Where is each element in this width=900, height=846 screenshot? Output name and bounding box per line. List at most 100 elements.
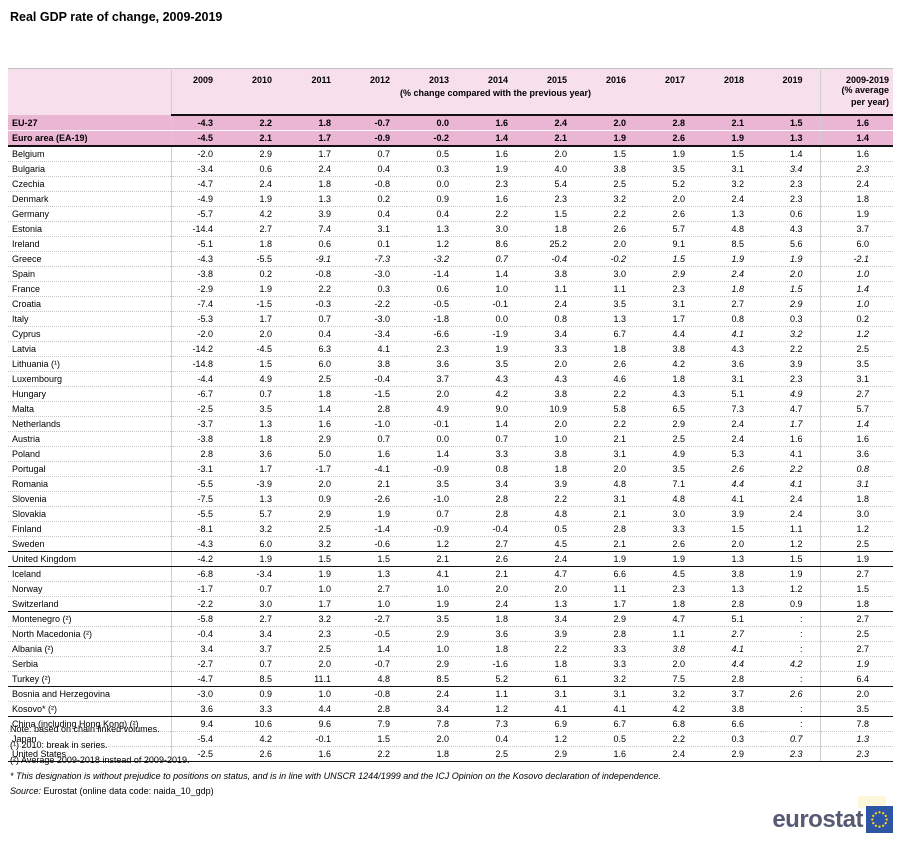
value-cell: 1.1 [584,581,643,597]
value-cell: 3.1 [702,371,761,387]
value-cell: 1.8 [466,611,525,627]
value-cell: 3.8 [525,386,584,402]
value-cell: 0.9 [761,596,820,612]
value-cell: 2.2 [584,416,643,432]
value-cell: 0.2 [348,191,407,207]
value-cell: 8.5 [230,671,289,687]
value-cell: 4.1 [702,491,761,507]
value-cell: 3.8 [525,266,584,282]
value-cell: 2.1 [584,506,643,522]
value-cell: 2.8 [170,446,230,462]
value-cell: 2.7 [819,386,893,402]
value-cell: 0.7 [289,311,348,327]
value-cell: -2.1 [819,251,893,267]
value-cell: -8.1 [170,521,230,537]
value-cell: 1.4 [819,281,893,297]
value-cell: 3.8 [348,356,407,372]
value-cell: 2.7 [819,641,893,657]
table-row: Netherlands -3.7 1.3 1.6 -1.0 -0.1 1.4 2.0 2.2 2.… [8,416,893,432]
table-row: Croatia -7.4 -1.5 -0.3 -2.2 -0.5 -0.1 2.4 3.5 3.1… [8,296,893,312]
value-cell: -0.8 [348,686,407,702]
value-cell: 1.8 [584,341,643,357]
value-cell: 4.2 [761,656,820,672]
value-cell: 6.3 [289,341,348,357]
row-label: Romania [8,476,171,492]
value-cell: 2.5 [819,341,893,357]
value-cell: -1.4 [348,521,407,537]
table-row: United States -2.5 2.6 1.6 2.2 1.8 2.5 2.9 1.6 2.… [8,746,893,762]
value-cell: 2.3 [761,371,820,387]
table-row: Spain -3.8 0.2 -0.8 -3.0 -1.4 1.4 3.8 3.0 2.9 2.4 2… [8,266,893,282]
value-cell: 4.7 [643,611,702,627]
value-cell: 2.0 [289,656,348,672]
value-cell: -4.3 [170,115,230,131]
value-cell: 2.4 [525,296,584,312]
value-cell: 1.4 [819,130,893,147]
value-cell: 2.3 [819,746,893,762]
value-cell: 1.3 [525,596,584,612]
value-cell: 6.0 [289,356,348,372]
value-cell: 1.2 [761,581,820,597]
value-cell: 2.9 [525,746,584,762]
value-cell: 4.7 [525,566,584,582]
value-cell: 0.8 [702,311,761,327]
value-cell: -1.5 [348,386,407,402]
value-cell: 1.4 [761,146,820,162]
value-cell: 5.1 [702,386,761,402]
value-cell: 2.6 [702,461,761,477]
value-cell: 1.4 [466,130,525,147]
value-cell: 1.0 [289,686,348,702]
value-cell: 1.3 [761,130,820,147]
value-cell: -1.9 [466,326,525,342]
value-cell: 2.2 [525,491,584,507]
value-cell: 1.8 [289,386,348,402]
value-cell: 0.7 [466,251,525,267]
value-cell: 5.2 [643,176,702,192]
value-cell: 5.7 [230,506,289,522]
value-cell: 1.3 [584,311,643,327]
value-cell: 1.1 [761,521,820,537]
value-cell: -0.9 [348,130,407,147]
value-cell: 2.3 [761,176,820,192]
value-cell: 2.6 [761,686,820,702]
value-cell: 0.7 [230,581,289,597]
value-cell: 4.3 [466,371,525,387]
value-cell: -0.9 [407,461,466,477]
table-row: Denmark -4.9 1.9 1.3 0.2 0.9 1.6 2.3 3.2 2.0 2.4 2.… [8,191,893,207]
value-cell: -3.4 [230,566,289,582]
value-cell: 2.6 [643,206,702,222]
value-cell: 1.4 [466,416,525,432]
value-cell: 3.5 [643,461,702,477]
value-cell: 6.6 [702,716,761,732]
value-cell: 1.5 [702,146,761,162]
value-cell: 6.6 [584,566,643,582]
value-cell: 7.5 [643,671,702,687]
value-cell: 0.8 [819,461,893,477]
value-cell: 2.4 [230,176,289,192]
value-cell: 3.7 [407,371,466,387]
value-cell: 2.1 [407,551,466,567]
value-cell: 9.0 [466,401,525,417]
value-cell: 4.5 [525,536,584,552]
value-cell: 0.5 [584,731,643,747]
value-cell: 1.8 [230,431,289,447]
value-cell: 0.7 [230,656,289,672]
year-column-header: 2014 [466,68,525,85]
note-chain-linked: Note: based on chain linked volumes. [10,724,160,734]
value-cell: 2.9 [702,746,761,762]
table-row: Luxembourg -4.4 4.9 2.5 -0.4 3.7 4.3 4.3 4.6 1.8 3… [8,371,893,387]
value-cell: 1.1 [525,281,584,297]
row-label: Sweden [8,536,171,552]
value-cell: 4.1 [702,326,761,342]
table-row: Finland -8.1 3.2 2.5 -1.4 -0.9 -0.4 0.5 2.8 3.3 1.… [8,521,893,537]
value-cell: 9.4 [170,716,230,732]
value-cell: 0.5 [407,146,466,162]
value-cell: 4.5 [643,566,702,582]
value-cell: 4.0 [525,161,584,177]
value-cell: -7.4 [170,296,230,312]
value-cell: 3.6 [230,446,289,462]
value-cell: 1.8 [289,176,348,192]
value-cell: 2.9 [643,416,702,432]
value-cell: 0.7 [407,506,466,522]
value-cell: 1.6 [348,446,407,462]
